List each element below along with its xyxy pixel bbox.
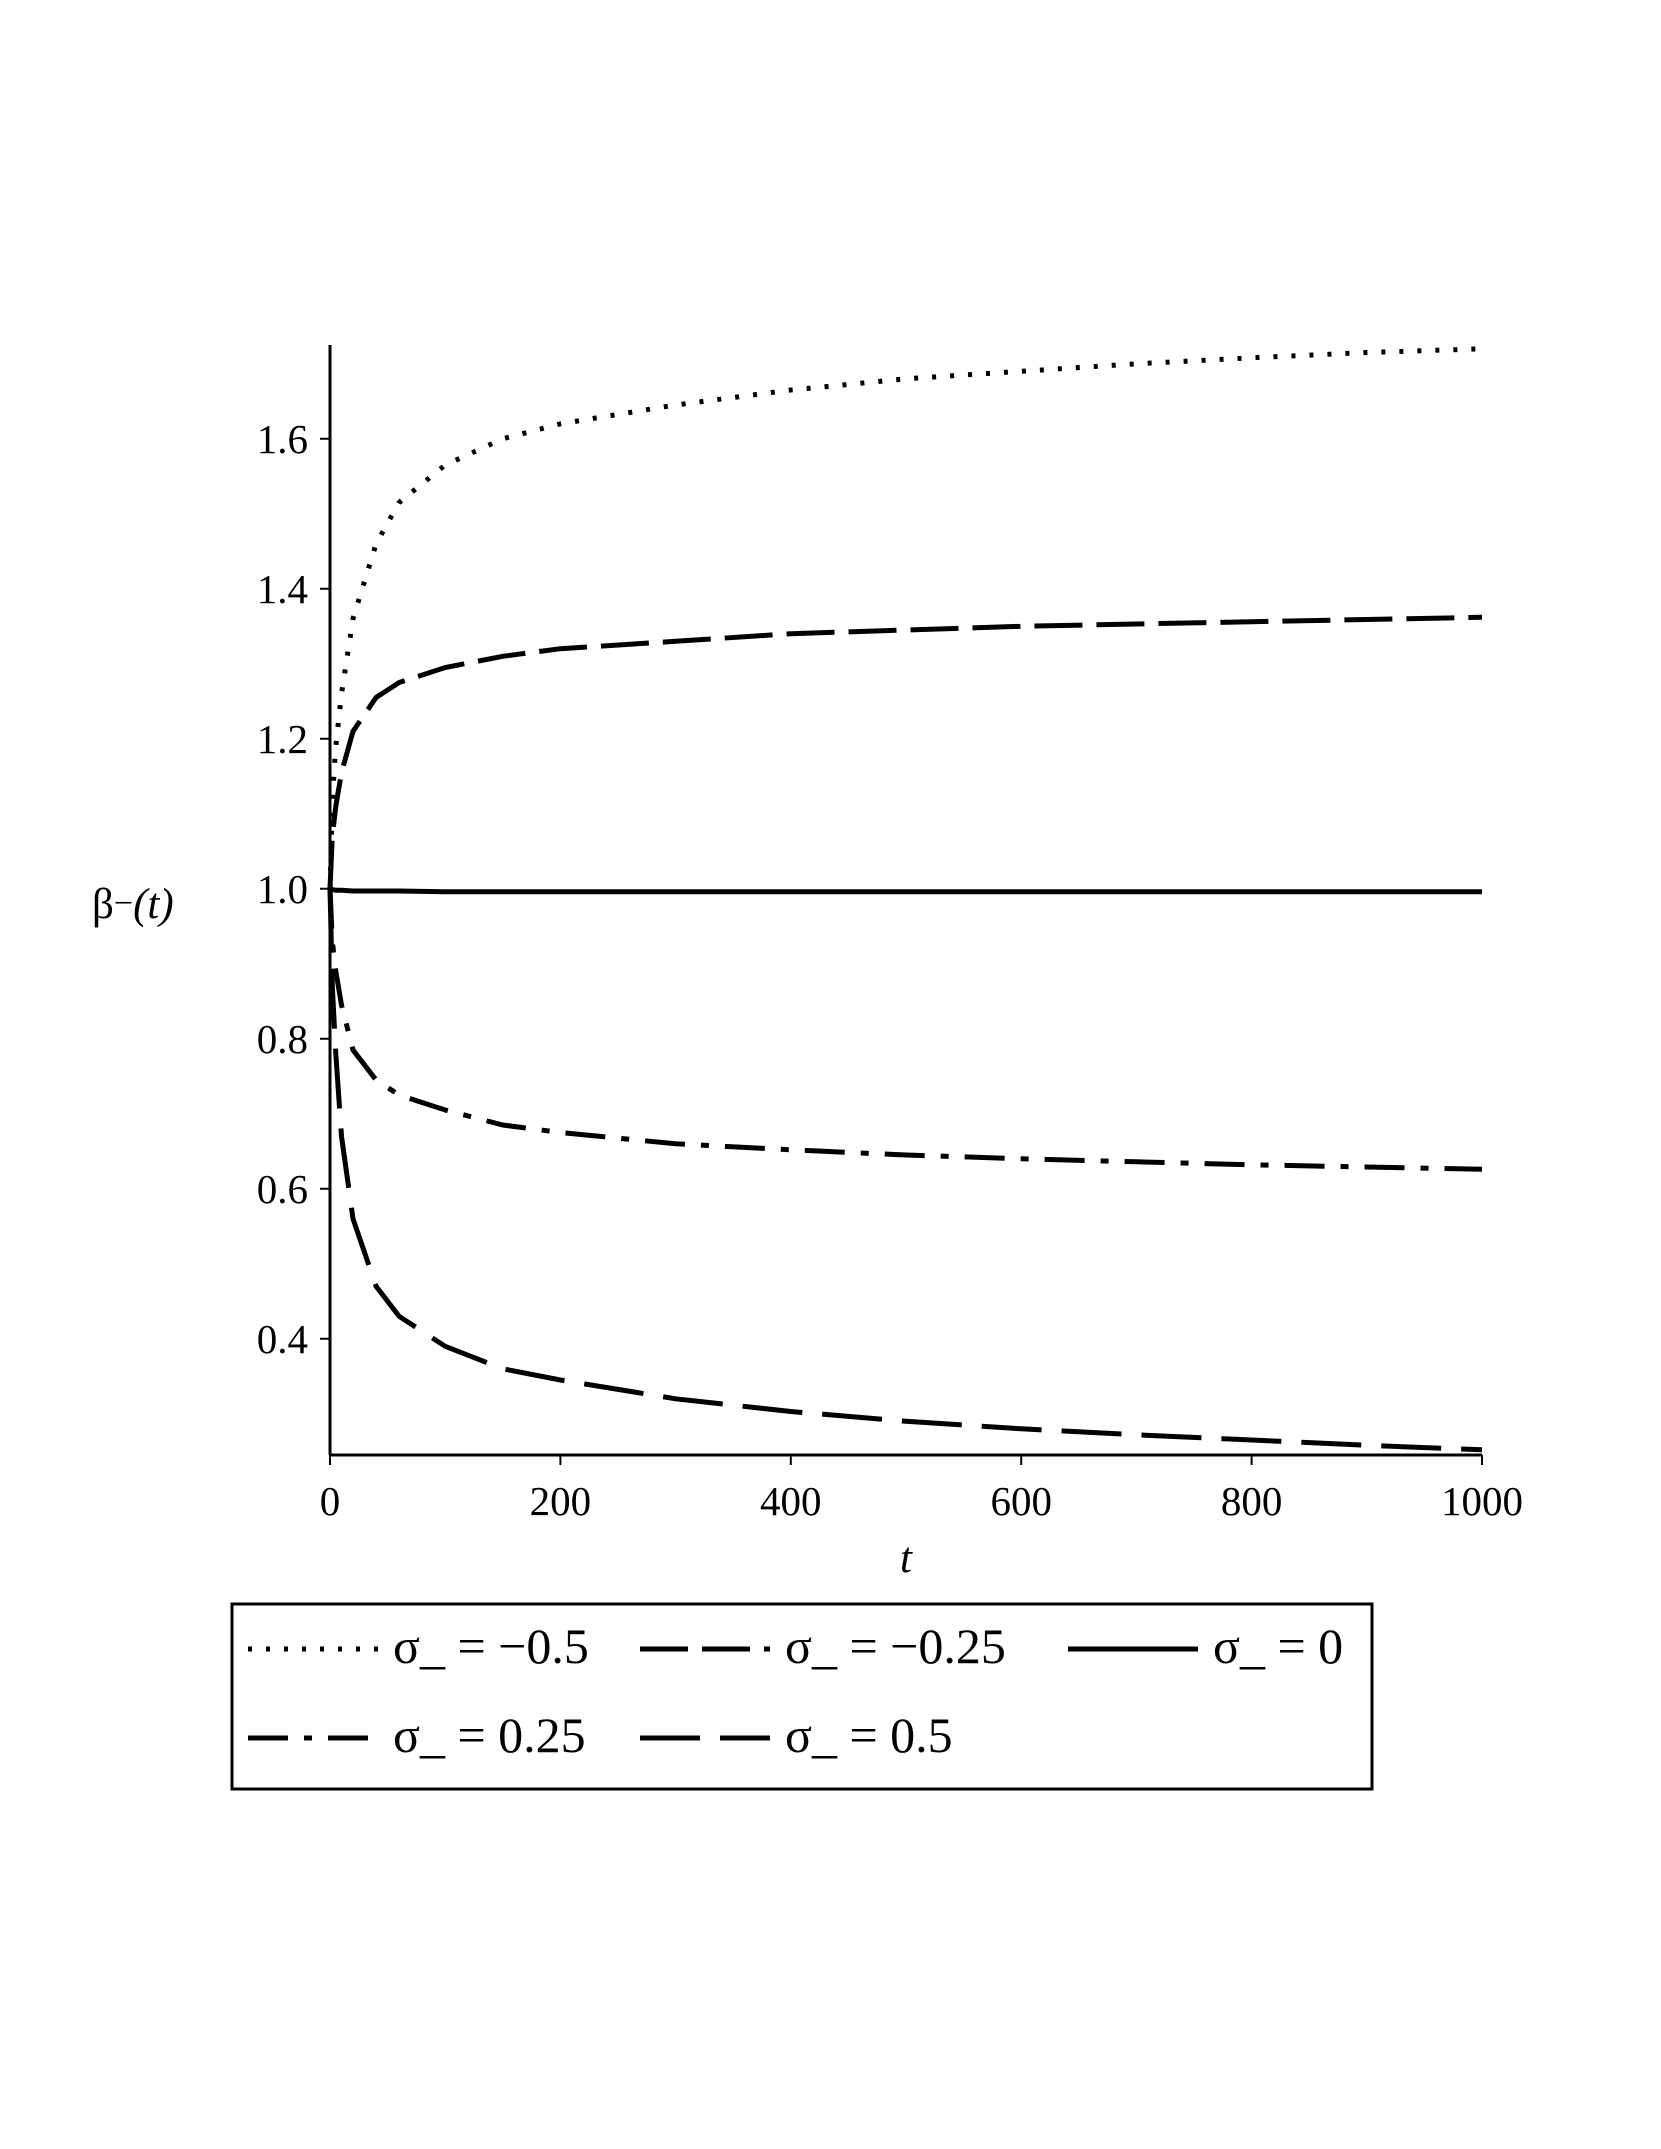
- y-axis-title: β−(t): [92, 881, 174, 928]
- y-tick-label: 1.2: [257, 716, 308, 762]
- legend-label-4: σ_ = 0.25: [393, 1707, 586, 1763]
- legend-items: σ_ = −0.5 σ_ = −0.25 σ_ = 0 σ_ = 0.25 σ_ = 0…: [248, 1618, 1343, 1763]
- plot-area: 0 200 400 600 800 1000 0.4 0.6 0.8 1.0 1.2 1.4 1.6: [257, 345, 1523, 1524]
- y-tick-label: 1.6: [257, 416, 308, 462]
- series-line-4: [327, 888, 1483, 1172]
- legend-box: [230, 1602, 1374, 1791]
- y-tick-label: 0.8: [257, 1016, 308, 1062]
- y-axis-ticks: 0.4 0.6 0.8 1.0 1.2 1.4 1.6: [257, 416, 330, 1362]
- legend-label-1: σ_ = −0.5: [393, 1618, 589, 1674]
- series-lines: [327, 346, 1483, 1453]
- y-axis-title-subscript: −: [114, 885, 133, 922]
- x-tick-label: 1000: [1441, 1478, 1523, 1524]
- y-axis-title-argument: (t): [133, 881, 174, 928]
- series-line-5: [327, 888, 1483, 1453]
- series-line-2: [327, 614, 1483, 889]
- y-tick-label: 1.0: [257, 866, 308, 912]
- y-tick-label: 1.4: [257, 566, 308, 612]
- y-axis-title-symbol: β: [92, 881, 114, 928]
- x-tick-label: 800: [1221, 1478, 1283, 1524]
- x-tick-label: 200: [530, 1478, 592, 1524]
- x-tick-label: 400: [760, 1478, 822, 1524]
- y-tick-label: 0.6: [257, 1166, 308, 1212]
- legend-label-3: σ_ = 0: [1213, 1618, 1343, 1674]
- legend-label-2: σ_ = −0.25: [785, 1618, 1006, 1674]
- series-line-3: [329, 886, 1482, 895]
- y-tick-label: 0.4: [257, 1316, 308, 1362]
- legend-label-5: σ_ = 0.5: [785, 1707, 953, 1763]
- x-axis-ticks: 0 200 400 600 800 1000: [320, 1455, 1523, 1524]
- x-tick-label: 0: [320, 1478, 341, 1524]
- x-axis-title: t: [900, 1535, 913, 1582]
- x-tick-label: 600: [990, 1478, 1052, 1524]
- legend: σ_ = −0.5 σ_ = −0.25 σ_ = 0 σ_ = 0.25 σ_ = 0…: [230, 1602, 1374, 1791]
